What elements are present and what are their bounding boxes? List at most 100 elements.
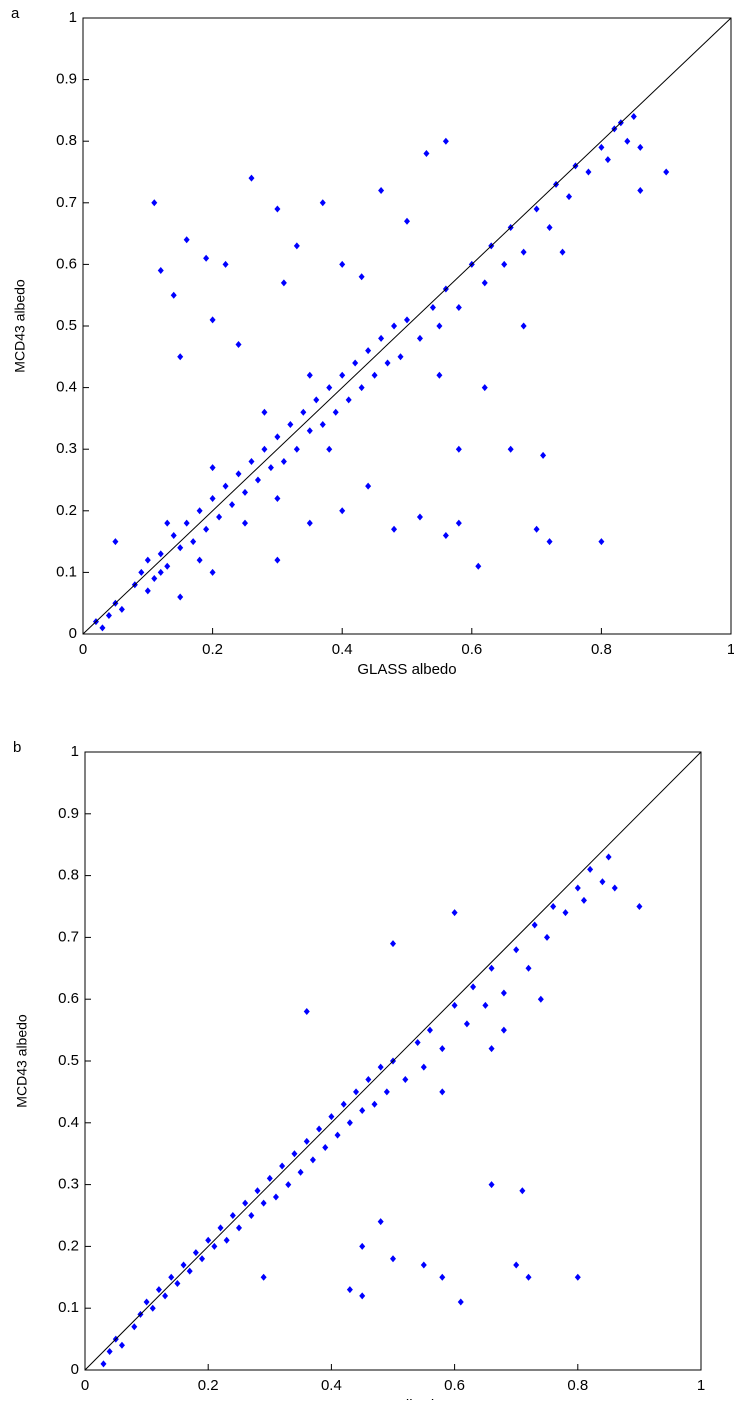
scatter-point bbox=[177, 353, 184, 361]
scatter-point bbox=[217, 1224, 224, 1232]
y-tick-label: 0.1 bbox=[56, 563, 77, 580]
scatter-point bbox=[598, 143, 605, 151]
scatter-point bbox=[550, 903, 557, 910]
scatter-point bbox=[223, 1236, 230, 1244]
panel-label: a bbox=[11, 5, 20, 22]
scatter-point bbox=[580, 896, 587, 904]
scatter-point bbox=[155, 1286, 162, 1294]
scatter-point bbox=[358, 273, 365, 281]
y-tick-label: 0.6 bbox=[58, 990, 79, 1007]
y-tick-label: 0.5 bbox=[58, 1052, 79, 1069]
scatter-point bbox=[209, 464, 216, 472]
scatter-point bbox=[183, 236, 190, 244]
scatter-point bbox=[216, 513, 223, 521]
scatter-point bbox=[598, 538, 605, 546]
scatter-point bbox=[149, 1304, 156, 1312]
scatter-point bbox=[451, 1001, 458, 1009]
scatter-point bbox=[624, 137, 631, 145]
scatter-point bbox=[513, 1261, 520, 1269]
scatter-point bbox=[605, 853, 612, 861]
scatter-point bbox=[180, 1261, 187, 1269]
y-tick-label: 0.2 bbox=[56, 502, 77, 519]
scatter-point bbox=[274, 556, 281, 564]
scatter-point bbox=[587, 865, 594, 873]
y-tick-label: 0.7 bbox=[58, 928, 79, 945]
scatter-point bbox=[533, 525, 540, 533]
scatter-point bbox=[131, 1323, 138, 1331]
panel-label: b bbox=[13, 739, 21, 756]
scatter-point bbox=[346, 1119, 353, 1127]
scatter-point bbox=[170, 291, 177, 299]
x-tick-label: 0.6 bbox=[444, 1377, 465, 1394]
scatter-point bbox=[186, 1267, 193, 1275]
scatter-point bbox=[574, 1273, 581, 1281]
scatter-point bbox=[365, 347, 372, 355]
scatter-point bbox=[293, 445, 300, 453]
scatter-point bbox=[455, 304, 462, 312]
scatter-point bbox=[455, 519, 462, 527]
scatter-point bbox=[229, 501, 236, 509]
scatter-point bbox=[429, 304, 436, 312]
scatter-point bbox=[261, 445, 268, 453]
scatter-point bbox=[451, 909, 458, 917]
y-tick-label: 1 bbox=[71, 743, 79, 760]
x-tick-label: 1 bbox=[727, 641, 734, 658]
y-tick-label: 0.5 bbox=[56, 317, 77, 334]
scatter-point bbox=[285, 1181, 292, 1189]
scatter-point bbox=[266, 1174, 273, 1182]
scatter-point bbox=[513, 946, 520, 954]
scatter-point bbox=[599, 878, 606, 886]
scatter-point bbox=[313, 396, 320, 404]
scatter-point bbox=[300, 408, 307, 416]
scatter-point bbox=[611, 884, 618, 892]
scatter-point bbox=[442, 531, 449, 539]
scatter-point bbox=[332, 408, 339, 416]
scatter-point bbox=[520, 248, 527, 256]
scatter-point bbox=[279, 1162, 286, 1170]
scatter-point bbox=[236, 1224, 242, 1232]
scatter-point bbox=[242, 488, 248, 496]
scatter-point bbox=[636, 903, 643, 910]
scatter-point bbox=[174, 1279, 181, 1287]
scatter-point bbox=[546, 538, 553, 546]
scatter-point bbox=[274, 494, 281, 502]
scatter-point bbox=[164, 562, 171, 570]
scatter-point bbox=[203, 525, 210, 533]
y-tick-label: 0.4 bbox=[58, 1114, 79, 1131]
scatter-point bbox=[463, 1020, 470, 1028]
scatter-point bbox=[346, 1286, 353, 1294]
y-tick-label: 0 bbox=[71, 1361, 79, 1378]
scatter-point bbox=[371, 371, 378, 379]
scatter-point bbox=[519, 1187, 526, 1195]
scatter-point bbox=[229, 1212, 236, 1219]
scatter-point bbox=[520, 322, 527, 330]
scatter-point bbox=[177, 593, 184, 601]
scatter-point bbox=[475, 562, 482, 570]
scatter-point bbox=[359, 1242, 366, 1250]
y-tick-label: 0.3 bbox=[56, 440, 77, 457]
scatter-point bbox=[209, 316, 216, 324]
scatter-point bbox=[192, 1249, 199, 1257]
scatter-point bbox=[177, 544, 184, 552]
scatter-point bbox=[272, 1193, 279, 1201]
scatter-point bbox=[242, 1199, 249, 1207]
scatter-point bbox=[118, 605, 125, 613]
scatter-point bbox=[100, 1360, 107, 1368]
scatter-point bbox=[544, 933, 550, 941]
scatter-point bbox=[209, 494, 216, 502]
scatter-point bbox=[190, 538, 197, 546]
scatter-point bbox=[455, 445, 462, 453]
scatter-point bbox=[525, 964, 532, 972]
scatter-point bbox=[105, 612, 112, 620]
scatter-point bbox=[637, 186, 644, 194]
scatter-point bbox=[334, 1131, 341, 1139]
scatter-point bbox=[196, 507, 203, 515]
scatter-point bbox=[168, 1273, 175, 1281]
y-tick-label: 0.1 bbox=[58, 1299, 79, 1316]
scatter-point bbox=[501, 260, 508, 268]
scatter-point bbox=[235, 340, 242, 348]
scatter-point bbox=[319, 421, 326, 429]
scatter-point bbox=[326, 384, 333, 392]
y-tick-label: 0.9 bbox=[58, 805, 79, 822]
scatter-point bbox=[309, 1156, 316, 1164]
